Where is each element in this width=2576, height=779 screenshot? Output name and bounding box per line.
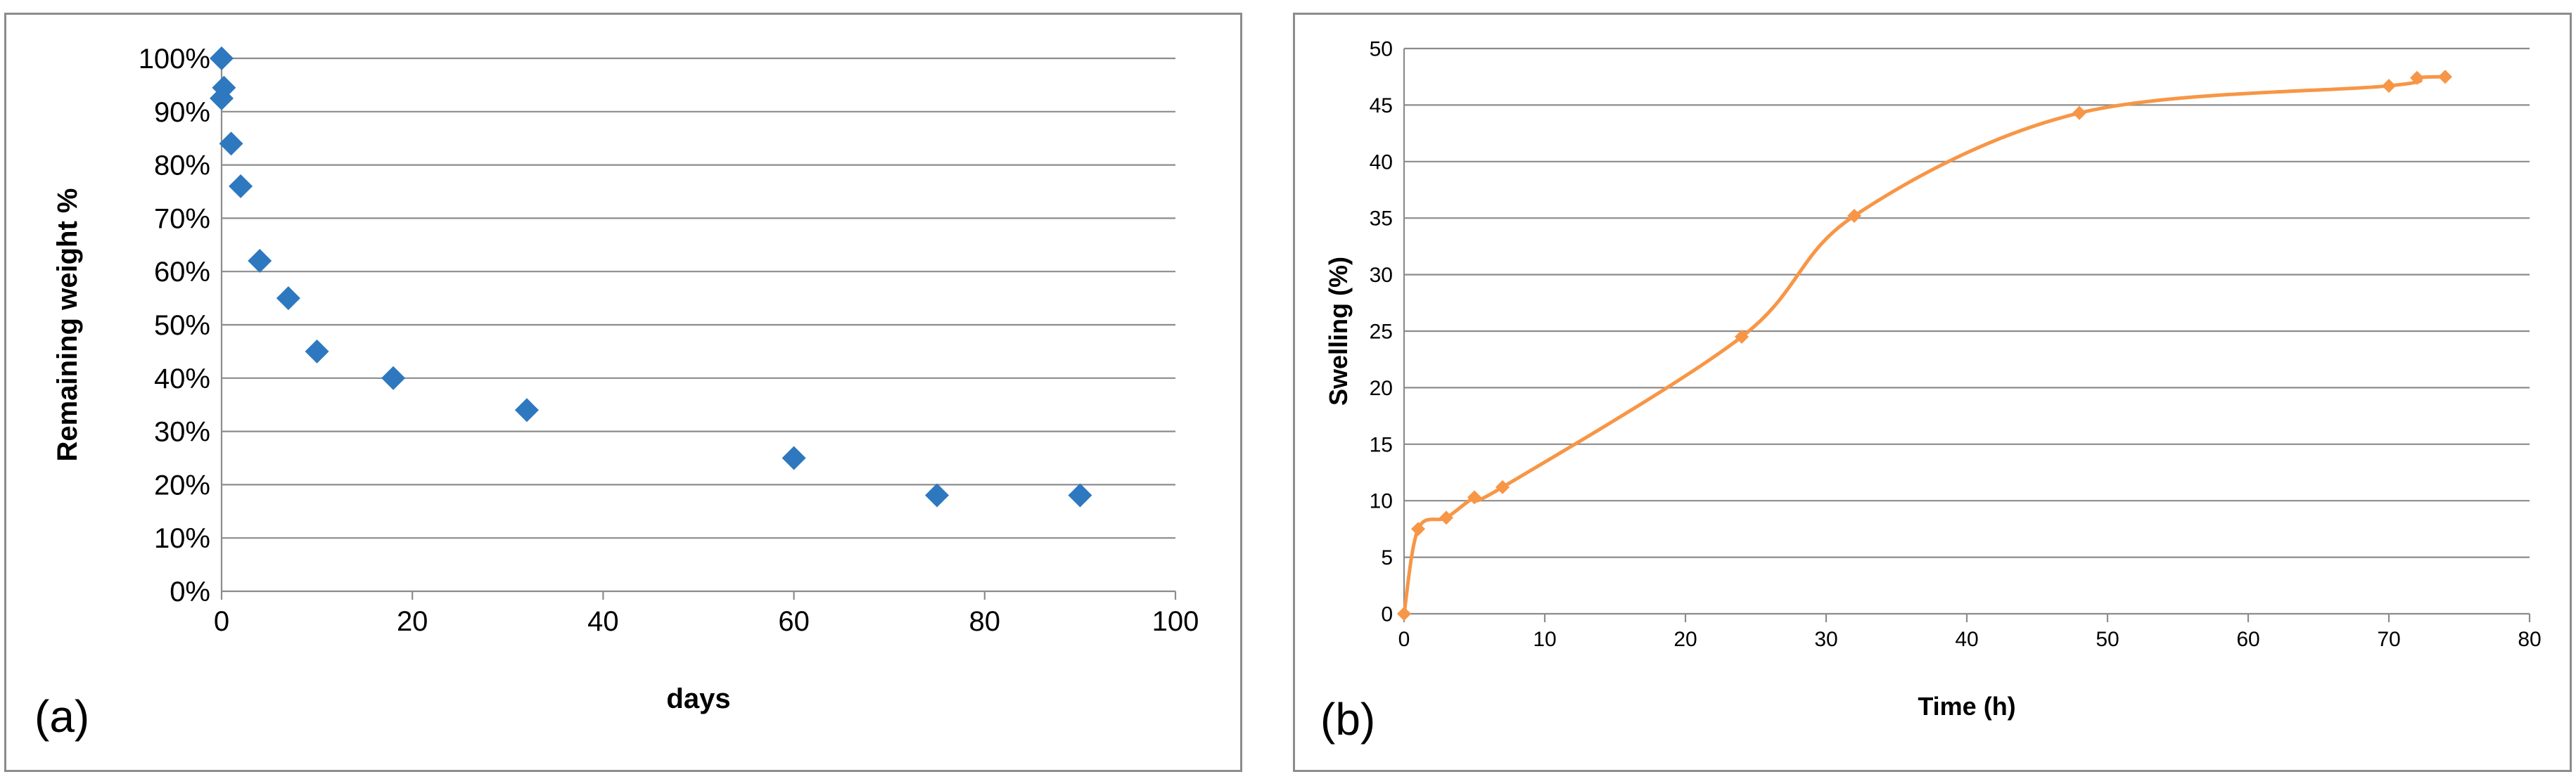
x-tick-label: 80 xyxy=(969,606,1001,637)
y-tick-label: 70% xyxy=(154,203,210,234)
x-tick-label: 0 xyxy=(214,606,229,637)
data-point xyxy=(248,249,272,273)
y-tick-label: 0% xyxy=(170,577,210,607)
x-axis-title: days xyxy=(666,683,730,714)
y-tick-label: 10% xyxy=(154,523,210,554)
y-tick-label: 15 xyxy=(1370,433,1393,456)
x-tick-label: 30 xyxy=(1814,628,1837,651)
data-point xyxy=(2072,105,2086,120)
data-point xyxy=(1496,479,1510,494)
data-point xyxy=(1467,490,1481,505)
x-tick-label: 20 xyxy=(1673,628,1697,651)
y-tick-label: 45 xyxy=(1370,94,1393,117)
y-tick-label: 10 xyxy=(1370,490,1393,513)
y-tick-label: 20 xyxy=(1370,377,1393,400)
line-chart-swelling: 0 5 10 15 20 25 30 35 40 45 50 0 10 20 30 40 50 60 70 80 Tim… xyxy=(1320,38,2542,745)
x-axis-title: Time (h) xyxy=(1918,692,2015,721)
y-tick-label: 80% xyxy=(154,150,210,181)
y-axis-title: Remaining weight % xyxy=(52,188,83,462)
x-tick-label: 100 xyxy=(1152,606,1199,637)
data-point xyxy=(305,339,329,363)
data-point xyxy=(1397,607,1411,621)
data-point xyxy=(381,366,406,390)
y-tick-label: 35 xyxy=(1370,207,1393,231)
data-point xyxy=(2438,70,2452,84)
y-tick-label: 40% xyxy=(154,363,210,394)
x-tick-label: 60 xyxy=(778,606,810,637)
data-point xyxy=(1411,522,1425,536)
x-tick-label: 40 xyxy=(1955,628,1978,651)
data-point xyxy=(2382,79,2396,94)
data-point xyxy=(210,86,234,110)
y-tick-label: 0 xyxy=(1381,603,1393,626)
x-tick-label: 10 xyxy=(1533,628,1556,651)
chart-panel-b: 0 5 10 15 20 25 30 35 40 45 50 0 10 20 30 40 50 60 70 80 Tim… xyxy=(1293,13,2572,772)
data-point xyxy=(514,398,539,423)
data-point xyxy=(1439,510,1453,525)
x-tick-label: 70 xyxy=(2377,628,2400,651)
y-tick-label: 30% xyxy=(154,417,210,448)
y-tick-label: 50% xyxy=(154,310,210,341)
x-tick-label: 0 xyxy=(1398,628,1410,651)
data-point xyxy=(782,446,806,470)
panel-label: (a) xyxy=(34,691,89,742)
y-tick-label: 25 xyxy=(1370,321,1393,344)
data-point xyxy=(1068,483,1092,508)
y-axis-title: Swelling (%) xyxy=(1324,257,1353,406)
x-tick-label: 40 xyxy=(587,606,619,637)
x-tick-label: 20 xyxy=(397,606,428,637)
y-tick-label: 50 xyxy=(1370,38,1393,61)
data-point xyxy=(219,131,243,156)
data-point xyxy=(2410,70,2424,85)
data-point xyxy=(925,483,949,508)
y-tick-label: 60% xyxy=(154,257,210,288)
y-tick-label: 100% xyxy=(139,44,210,75)
x-tick-label: 50 xyxy=(2096,628,2119,651)
y-tick-label: 20% xyxy=(154,470,210,501)
data-point xyxy=(276,286,300,311)
chart-panel-a: 0% 10% 20% 30% 40% 50% 60% 70% 80% 90% 100% 0 20 40 60… xyxy=(4,13,1242,772)
y-tick-label: 90% xyxy=(154,97,210,128)
panel-label: (b) xyxy=(1320,694,1375,745)
y-tick-label: 5 xyxy=(1381,546,1393,569)
x-tick-label: 80 xyxy=(2518,628,2541,651)
series-line xyxy=(1402,75,2446,614)
data-point xyxy=(1735,330,1749,345)
scatter-chart-remaining-weight: 0% 10% 20% 30% 40% 50% 60% 70% 80% 90% 100% 0 20 40 60… xyxy=(34,44,1199,742)
data-point xyxy=(229,174,253,198)
data-point xyxy=(1847,208,1861,223)
y-tick-label: 40 xyxy=(1370,150,1393,174)
y-tick-label: 30 xyxy=(1370,264,1393,287)
data-point xyxy=(210,46,234,70)
x-tick-label: 60 xyxy=(2236,628,2259,651)
